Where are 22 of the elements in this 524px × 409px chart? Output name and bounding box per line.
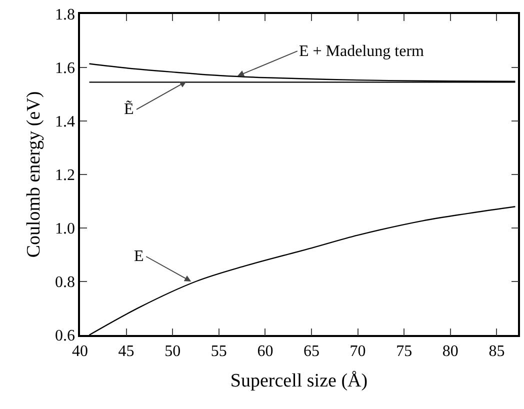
y-tick-label: 1.0 xyxy=(55,220,76,238)
x-tick-label: 40 xyxy=(72,342,88,360)
y-tick-label: 0.6 xyxy=(55,328,76,345)
y-tick-label: 1.8 xyxy=(55,6,76,24)
x-tick-label: 75 xyxy=(396,342,412,360)
y-tick-label: 1.6 xyxy=(55,60,76,78)
x-tick-label: 60 xyxy=(257,342,274,360)
x-tick-label: 50 xyxy=(164,342,181,360)
x-axis-title: Supercell size (Å) xyxy=(230,370,368,392)
annotation: E xyxy=(134,248,144,265)
y-tick-label: 0.8 xyxy=(55,274,76,292)
y-tick-label: 1.4 xyxy=(55,114,76,131)
x-tick-label: 45 xyxy=(118,342,134,360)
x-tick-label: 85 xyxy=(488,342,505,360)
x-tick-label: 55 xyxy=(210,342,227,360)
y-tick-label: 1.2 xyxy=(55,167,76,184)
y-axis-title: Coulomb energy (eV) xyxy=(23,91,44,258)
annotation: Ẽ xyxy=(124,100,134,118)
x-tick-label: 80 xyxy=(442,342,458,360)
annotation: E + Madelung term xyxy=(299,43,425,60)
x-tick-label: 65 xyxy=(304,342,320,360)
x-tick-label: 70 xyxy=(350,342,366,360)
